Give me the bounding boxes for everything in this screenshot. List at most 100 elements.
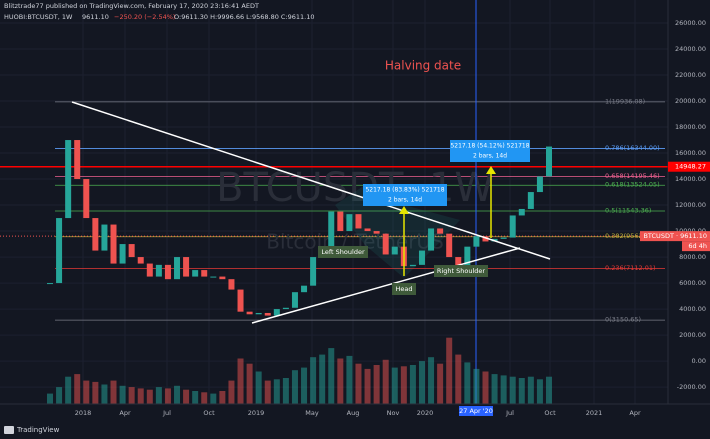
candle (146, 263, 153, 277)
volume-bar (482, 371, 489, 404)
candle (536, 176, 543, 193)
volume-bar (282, 377, 289, 404)
volume-bar (355, 363, 362, 404)
fib-label: 0.382(9562.66) (605, 232, 656, 240)
pattern-area (335, 185, 460, 278)
left-shoulder-label: Left Shoulder (321, 248, 365, 256)
last-price-tag (640, 231, 710, 242)
candle (310, 257, 317, 286)
volume-bar (255, 371, 262, 404)
logo (4, 426, 14, 434)
y-tick-label: 12000.00 (675, 201, 706, 209)
volume-bar (382, 359, 389, 404)
x-tick-label: Apr (629, 409, 641, 417)
candle (56, 218, 63, 284)
brand: TradingView (16, 426, 60, 434)
y-tick-label: 8000.00 (679, 253, 706, 261)
candle (255, 312, 262, 315)
candle (455, 257, 462, 268)
label-box (434, 265, 488, 277)
volume-bar (273, 379, 280, 404)
candle (201, 270, 208, 277)
volume-bar (291, 370, 298, 404)
volume-bar (92, 381, 99, 404)
volume-bar (527, 376, 534, 404)
candle (119, 244, 126, 264)
candle (328, 211, 335, 251)
x-tick-label: Jul (162, 409, 171, 417)
measure-text: 5217.18 (83.83%) 521718 (365, 187, 444, 194)
candle (210, 276, 217, 278)
volume-bar (83, 380, 90, 404)
measure-text: 2 bars, 14d (388, 197, 422, 204)
price-tag (668, 161, 710, 172)
x-tick-label: 27 Apr '20 (459, 407, 493, 415)
time-highlight (459, 406, 493, 416)
y-tick-label: 18000.00 (675, 123, 706, 131)
candle (155, 264, 162, 277)
measure-text: 2 bars, 14d (473, 153, 507, 160)
candle (291, 292, 298, 308)
candle (409, 264, 416, 267)
volume-bar (546, 376, 552, 404)
candle (101, 224, 108, 251)
fib-label: 0.236(7112.01) (605, 264, 656, 272)
volume-bar (183, 389, 190, 404)
candle (219, 276, 226, 280)
right-shoulder-label: Right Shoulder (437, 267, 485, 275)
volume-bar (210, 393, 217, 404)
volume-bar (518, 377, 525, 404)
candle (301, 285, 308, 293)
volume-bar (228, 380, 235, 404)
candle (246, 311, 253, 315)
volume-bar (337, 358, 344, 404)
volume-bar (155, 387, 162, 404)
volume-bar (328, 348, 335, 404)
ohlc: O:9611.30 H:9996.66 L:9568.80 C:9611.10 (174, 13, 315, 21)
volume-bar (56, 387, 63, 404)
countdown-tag (682, 241, 710, 252)
x-tick-label: Jul (505, 409, 514, 417)
volume-bar (346, 355, 353, 404)
halving-label: Halving date (385, 59, 461, 73)
candle (355, 214, 362, 229)
label-box (392, 283, 416, 295)
candle (74, 140, 81, 180)
x-tick-label: May (305, 409, 319, 417)
fib-label: 0(3150.65) (605, 316, 641, 324)
volume-bar (310, 357, 317, 404)
candle (92, 218, 99, 251)
volume-bar (391, 367, 398, 404)
volume-bar (301, 367, 308, 404)
volume-bar (65, 376, 72, 404)
x-tick-label: 2018 (75, 409, 92, 417)
candle (183, 257, 190, 277)
last: 9611.10 (82, 13, 109, 21)
candle (418, 250, 425, 265)
fib-label: 0.5(11543.36) (605, 206, 651, 214)
measure-box (450, 140, 530, 162)
symbol: HUOBI:BTCUSDT, 1W (4, 13, 73, 21)
volume-bar (491, 374, 498, 404)
volume-bar (164, 388, 171, 404)
volume-bar (509, 376, 516, 404)
publisher: Blitztrade77 published on TradingView.co… (4, 2, 259, 10)
y-tick-label: 20000.00 (675, 97, 706, 105)
trend-line (251, 247, 521, 324)
x-tick-label: Oct (544, 409, 556, 417)
volume-bar (201, 392, 208, 404)
volume-bar (128, 387, 135, 404)
volume-bar (74, 374, 81, 404)
volume-bar (464, 362, 471, 404)
measure-box (363, 184, 447, 206)
candle (509, 215, 516, 238)
x-tick-label: Aug (347, 409, 360, 417)
fib-label: 1(19936.08) (605, 97, 645, 105)
candle (382, 233, 389, 255)
arrow-head (399, 206, 409, 214)
candle (47, 283, 53, 285)
candle (364, 228, 371, 232)
y-tick-label: 4000.00 (679, 305, 706, 313)
volume-bar (428, 357, 435, 404)
